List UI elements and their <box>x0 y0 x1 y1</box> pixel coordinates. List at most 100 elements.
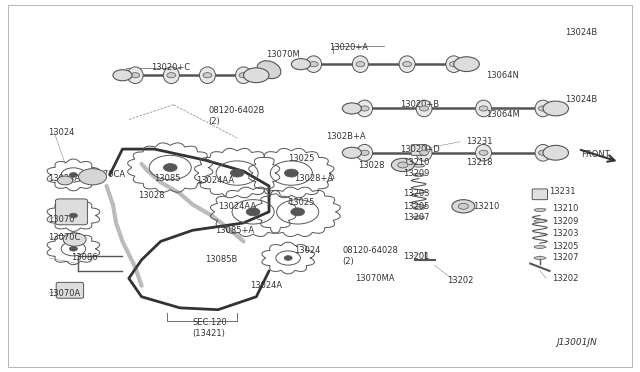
Text: 13024A: 13024A <box>250 281 282 290</box>
Circle shape <box>244 68 269 83</box>
Circle shape <box>131 73 140 78</box>
Circle shape <box>543 145 568 160</box>
Text: 13203: 13203 <box>552 230 579 238</box>
Text: 13085: 13085 <box>154 174 181 183</box>
Text: 13024A: 13024A <box>48 174 80 183</box>
Text: 13231: 13231 <box>467 137 493 146</box>
Ellipse shape <box>416 144 432 161</box>
Ellipse shape <box>534 257 545 260</box>
Ellipse shape <box>476 144 492 161</box>
Text: 13024AA: 13024AA <box>196 176 234 185</box>
Text: 13028: 13028 <box>138 191 165 200</box>
Ellipse shape <box>446 56 462 73</box>
Text: 13025: 13025 <box>288 198 314 207</box>
Circle shape <box>458 203 468 209</box>
Text: 13205: 13205 <box>403 202 429 211</box>
Circle shape <box>360 106 369 111</box>
Text: 13231: 13231 <box>549 187 576 196</box>
Ellipse shape <box>200 67 216 84</box>
Text: 13207: 13207 <box>552 253 579 263</box>
Text: 13210: 13210 <box>552 203 579 213</box>
Text: 13025: 13025 <box>288 154 314 163</box>
Text: 13070MA: 13070MA <box>355 274 394 283</box>
Ellipse shape <box>416 100 432 117</box>
Circle shape <box>309 62 318 67</box>
Text: 13209: 13209 <box>403 169 429 177</box>
Circle shape <box>543 101 568 116</box>
Circle shape <box>69 246 77 251</box>
Text: 13070M: 13070M <box>266 51 300 60</box>
Circle shape <box>342 103 362 114</box>
Text: J13001JN: J13001JN <box>556 338 597 347</box>
Text: 13020+D: 13020+D <box>399 145 440 154</box>
Text: 13085B: 13085B <box>205 255 237 264</box>
Circle shape <box>63 233 86 246</box>
Circle shape <box>539 106 547 111</box>
Text: 13218: 13218 <box>467 157 493 167</box>
Ellipse shape <box>356 100 372 117</box>
Ellipse shape <box>399 56 415 73</box>
Text: 13086: 13086 <box>72 253 98 263</box>
Circle shape <box>79 169 106 185</box>
Ellipse shape <box>356 144 372 161</box>
Circle shape <box>392 158 414 171</box>
Circle shape <box>342 147 362 158</box>
Circle shape <box>203 73 212 78</box>
Circle shape <box>539 150 547 155</box>
Text: 13201: 13201 <box>403 251 429 261</box>
Ellipse shape <box>257 61 281 78</box>
Text: 13202: 13202 <box>552 274 579 283</box>
Text: 13210: 13210 <box>403 157 429 167</box>
Circle shape <box>454 57 479 71</box>
FancyBboxPatch shape <box>56 282 84 298</box>
Ellipse shape <box>236 67 252 84</box>
Circle shape <box>420 106 429 111</box>
Ellipse shape <box>353 56 369 73</box>
Text: 13070A: 13070A <box>48 289 80 298</box>
Circle shape <box>449 62 458 67</box>
Circle shape <box>479 106 488 111</box>
Ellipse shape <box>163 67 179 84</box>
FancyBboxPatch shape <box>411 145 426 155</box>
Circle shape <box>69 213 77 218</box>
Ellipse shape <box>413 173 424 176</box>
Text: 13024: 13024 <box>294 246 321 255</box>
Text: 13028: 13028 <box>358 161 385 170</box>
Text: 13202: 13202 <box>447 276 474 285</box>
Ellipse shape <box>534 209 545 211</box>
Ellipse shape <box>413 207 424 210</box>
Ellipse shape <box>127 67 143 84</box>
Circle shape <box>246 208 260 216</box>
Text: 13210: 13210 <box>473 202 499 211</box>
Ellipse shape <box>535 144 551 161</box>
Circle shape <box>291 59 310 70</box>
Circle shape <box>403 62 412 67</box>
Text: 08120-64028
(2): 08120-64028 (2) <box>342 247 398 266</box>
Text: 13064N: 13064N <box>486 71 518 80</box>
Ellipse shape <box>413 216 424 219</box>
Text: 13085+A: 13085+A <box>215 226 254 235</box>
Text: 13205: 13205 <box>552 243 579 251</box>
Circle shape <box>479 150 488 155</box>
Circle shape <box>163 164 177 171</box>
Text: 13020+A: 13020+A <box>330 43 369 52</box>
Circle shape <box>113 70 132 81</box>
Text: FRONT: FRONT <box>581 150 610 159</box>
Circle shape <box>58 176 73 185</box>
Text: 08120-6402B
(2): 08120-6402B (2) <box>209 106 265 125</box>
Circle shape <box>360 150 369 155</box>
Ellipse shape <box>534 246 545 248</box>
Circle shape <box>239 73 248 78</box>
Text: 13024AA: 13024AA <box>218 202 256 211</box>
Text: SEC.120
(13421): SEC.120 (13421) <box>193 318 227 338</box>
Text: 13064M: 13064M <box>486 109 520 119</box>
Circle shape <box>397 162 408 168</box>
Text: 13024B: 13024B <box>565 28 598 37</box>
Text: 13028+A: 13028+A <box>294 174 333 183</box>
Circle shape <box>167 73 176 78</box>
Text: 13020+B: 13020+B <box>399 100 439 109</box>
Text: 13070CA: 13070CA <box>88 170 125 179</box>
Text: 13024B: 13024B <box>565 95 598 104</box>
Circle shape <box>284 169 298 177</box>
Circle shape <box>230 169 244 177</box>
